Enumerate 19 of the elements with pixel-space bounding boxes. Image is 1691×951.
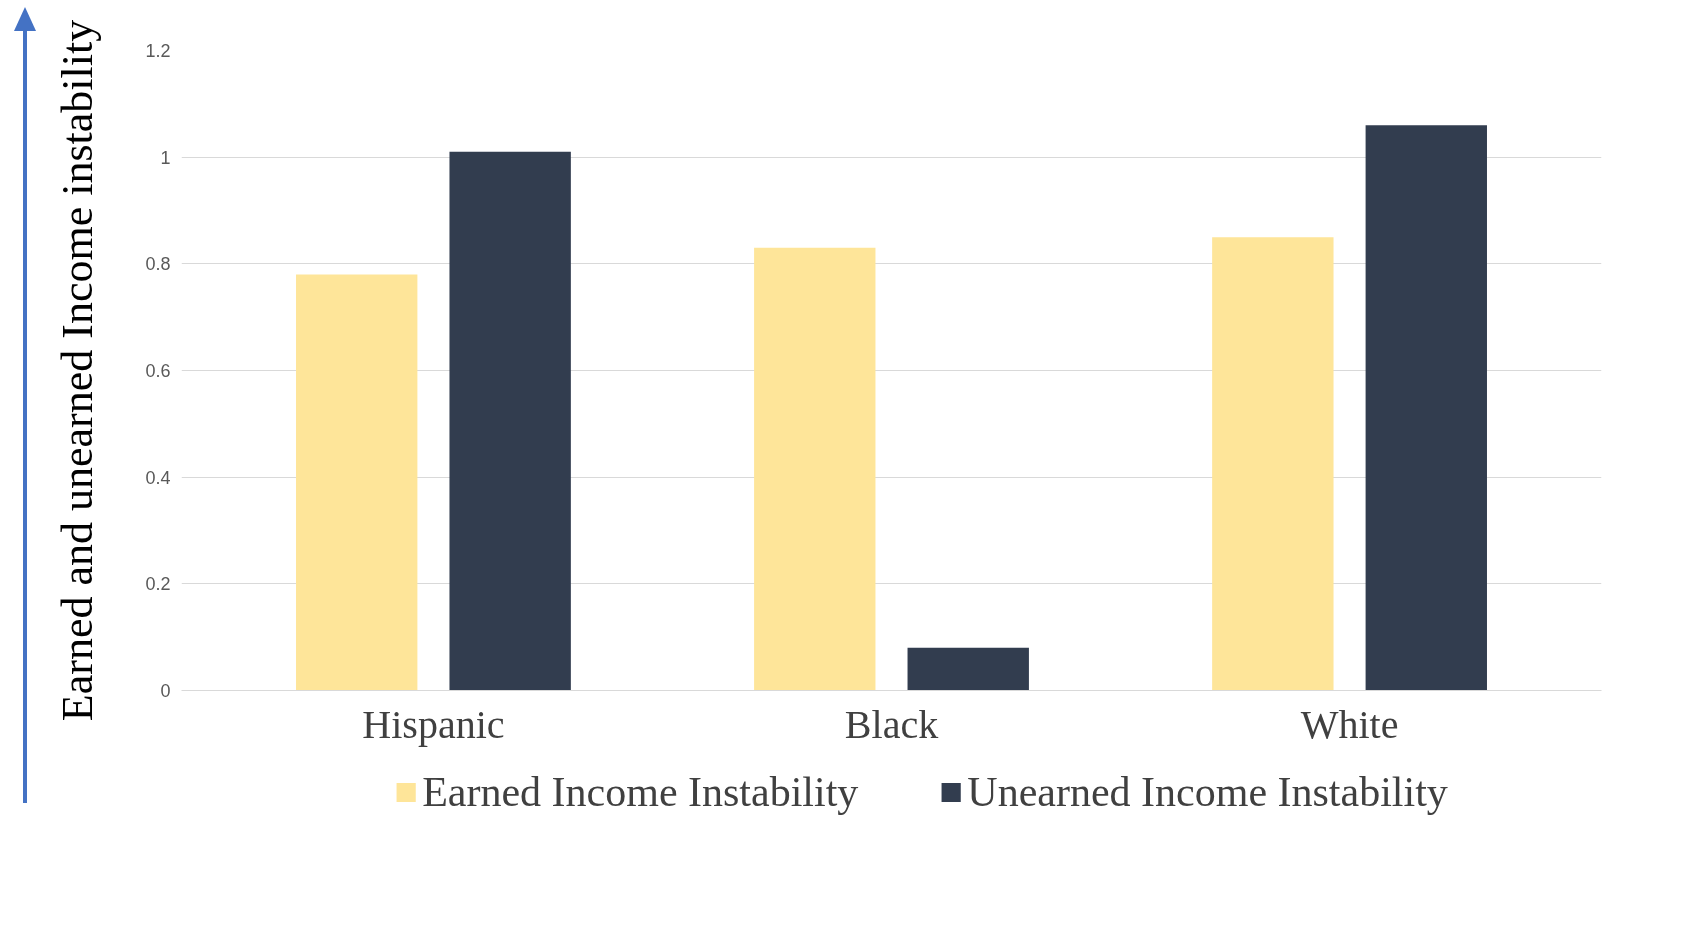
- y-axis-title: Earned and unearned Income instability: [53, 19, 103, 722]
- y-tick-label: 0: [160, 681, 171, 701]
- x-tick-label: Hispanic: [362, 701, 505, 747]
- legend-label: Earned Income Instability: [422, 767, 859, 816]
- x-tick-label: White: [1300, 701, 1399, 747]
- bar: [1365, 125, 1487, 691]
- legend-label: Unearned Income Instability: [967, 767, 1448, 816]
- y-tick-label: 0.8: [145, 254, 171, 275]
- y-tick-label: 0.6: [145, 361, 171, 381]
- y-tick-label: 1: [160, 147, 171, 168]
- bar: [1212, 237, 1334, 691]
- bar: [754, 247, 876, 691]
- bar: [449, 151, 571, 691]
- x-tick-label: Black: [844, 701, 939, 747]
- bar: [296, 274, 418, 691]
- bar: [907, 647, 1029, 691]
- y-tick-label: 1.2: [145, 41, 171, 61]
- y-tick-label: 0.2: [145, 574, 171, 595]
- y-tick-label: 0.4: [145, 467, 171, 488]
